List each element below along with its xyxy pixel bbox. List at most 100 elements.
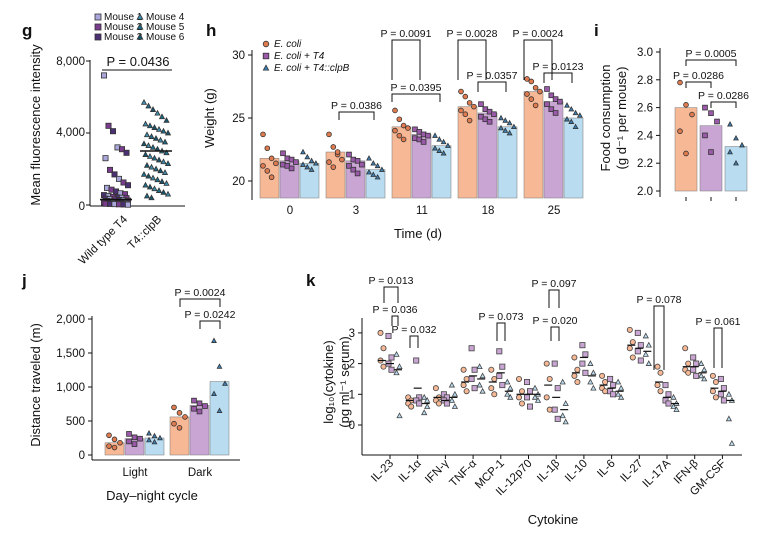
i-ytick-0: 2.0 <box>637 186 653 198</box>
h-legend-marker-0 <box>262 40 270 48</box>
j-point-1-1-1 <box>196 400 203 407</box>
k-ytick-2: 2 <box>349 359 355 371</box>
g-point-1-27 <box>160 158 167 165</box>
h-point-4-2-4 <box>564 116 570 122</box>
g-legend-label-4: Mouse 5 <box>146 22 185 33</box>
g-point-0-11 <box>125 182 132 189</box>
h-point-1-2-6 <box>374 173 381 180</box>
k-p1-bracket <box>391 315 399 326</box>
k-point-6-0-2 <box>543 394 550 401</box>
g-point-0-45 <box>125 201 132 208</box>
j-point-1-2-4 <box>216 407 223 414</box>
k-point-7-1-2 <box>579 360 586 367</box>
k-point-9-1-1 <box>637 342 644 349</box>
k-point-12-0-1 <box>712 379 719 386</box>
k-p2-pvalue: P = 0.032 <box>391 324 436 336</box>
h-point-0-1-3 <box>293 159 299 165</box>
h-point-4-2-2 <box>572 109 579 116</box>
k-xtick-1: IL-1α <box>397 457 424 484</box>
h-point-0-1-0 <box>280 150 286 157</box>
k-point-8-0-3 <box>602 388 609 395</box>
h-point-1-0-0 <box>326 131 332 138</box>
i-point-2-4 <box>733 159 739 166</box>
i-bar-1 <box>699 125 723 192</box>
h-p5-bracket <box>543 72 573 83</box>
h-point-1-1-3 <box>359 161 365 168</box>
h-point-1-1-5 <box>350 166 357 173</box>
panel-g: Mean fluorescence intensity 0 4,000 8,00… <box>28 12 185 267</box>
k-point-7-2-3 <box>590 384 597 391</box>
h-point-4-0-2 <box>532 84 539 91</box>
h-point-2-0-5 <box>396 132 403 139</box>
h-point-1-2-3 <box>378 166 385 172</box>
k-point-12-0-2 <box>709 388 716 395</box>
g-point-1-0 <box>140 98 148 105</box>
panel-label-g: g <box>22 21 32 40</box>
k-point-12-2-3 <box>728 439 736 446</box>
k-point-10-2-0 <box>670 393 677 400</box>
g-ytick-0: 0 <box>79 201 85 213</box>
h-point-0-2-4 <box>300 161 306 167</box>
j-xtick-1: Dark <box>188 467 213 479</box>
k-point-6-2-3 <box>562 418 569 425</box>
i-point-0-4 <box>683 150 689 157</box>
h-p0-pvalue: P = 0.0386 <box>331 100 382 112</box>
g-point-1-15 <box>157 136 164 143</box>
g-point-1-39 <box>163 179 170 186</box>
k-point-2-0-0 <box>432 385 439 392</box>
g-point-1-45 <box>164 190 172 197</box>
k-point-3-2-3 <box>479 387 486 394</box>
k-point-5-0-2 <box>516 394 523 401</box>
h-point-3-2-0 <box>498 114 504 121</box>
h-point-0-0-4 <box>260 163 266 169</box>
j-bar-1-0 <box>169 416 190 456</box>
j-p1-bracket <box>199 320 221 329</box>
h-point-4-2-0 <box>564 102 570 108</box>
k-point-6-2-0 <box>559 378 566 385</box>
g-point-1-24 <box>146 152 154 159</box>
k-point-4-0-2 <box>488 385 495 392</box>
k-point-9-0-1 <box>629 339 636 346</box>
g-point-1-34 <box>140 170 148 177</box>
k-point-11-0-1 <box>685 360 692 367</box>
k-point-6-0-3 <box>546 406 553 413</box>
g-point-0-0 <box>101 72 108 79</box>
g-point-1-11 <box>164 129 172 136</box>
g-point-0-2 <box>110 128 117 135</box>
h-point-4-0-0 <box>524 76 530 82</box>
g-point-1-28 <box>164 160 172 166</box>
h-xtick-0: 0 <box>287 205 293 217</box>
k-p4-bracket <box>548 289 560 308</box>
k-point-1-2-2 <box>421 409 428 416</box>
j-point-1-0-2 <box>182 414 188 420</box>
k-point-7-1-3 <box>582 369 589 376</box>
k-point-11-2-1 <box>701 366 708 373</box>
k-point-9-1-3 <box>637 357 644 364</box>
k-ytick-0: 0 <box>349 420 355 432</box>
h-p1-pvalue: P = 0.0395 <box>391 82 442 94</box>
i-marks: 2.0 2.2 2.4 2.6 2.8 3.0 P = 0.0005 P = 0.0286 P … <box>637 47 749 201</box>
k-point-3-1-3 <box>471 385 478 392</box>
k-point-8-2-3 <box>617 393 625 400</box>
j-ylabel: Distance traveled (m) <box>28 323 43 447</box>
panel-k: log₁₀(cytokine) (pg ml⁻¹ serum) Cytokine… <box>321 275 742 527</box>
g-legend-label-3: Mouse 4 <box>146 12 185 23</box>
j-point-0-2-1 <box>151 432 158 439</box>
k-point-0-2-0 <box>393 350 400 357</box>
j-point-0-0-2 <box>117 439 123 446</box>
g-point-1-13 <box>148 133 155 139</box>
h-point-1-0-5 <box>330 164 337 170</box>
h-point-1-0-4 <box>326 159 332 165</box>
k-point-4-0-0 <box>488 366 495 373</box>
i-ylabel-units: (g d⁻¹ per mouse) <box>614 67 629 170</box>
h-point-1-1-0 <box>346 151 352 158</box>
g-ytick-1: 4,000 <box>56 127 85 139</box>
h-point-1-1-4 <box>346 163 352 169</box>
j-xtick-0: Light <box>123 467 149 479</box>
k-point-8-2-2 <box>614 390 622 397</box>
k-p3-bracket <box>496 322 506 341</box>
k-point-9-2-1 <box>645 341 652 348</box>
h-point-0-2-1 <box>304 153 311 160</box>
k-point-1-2-3 <box>424 397 431 403</box>
